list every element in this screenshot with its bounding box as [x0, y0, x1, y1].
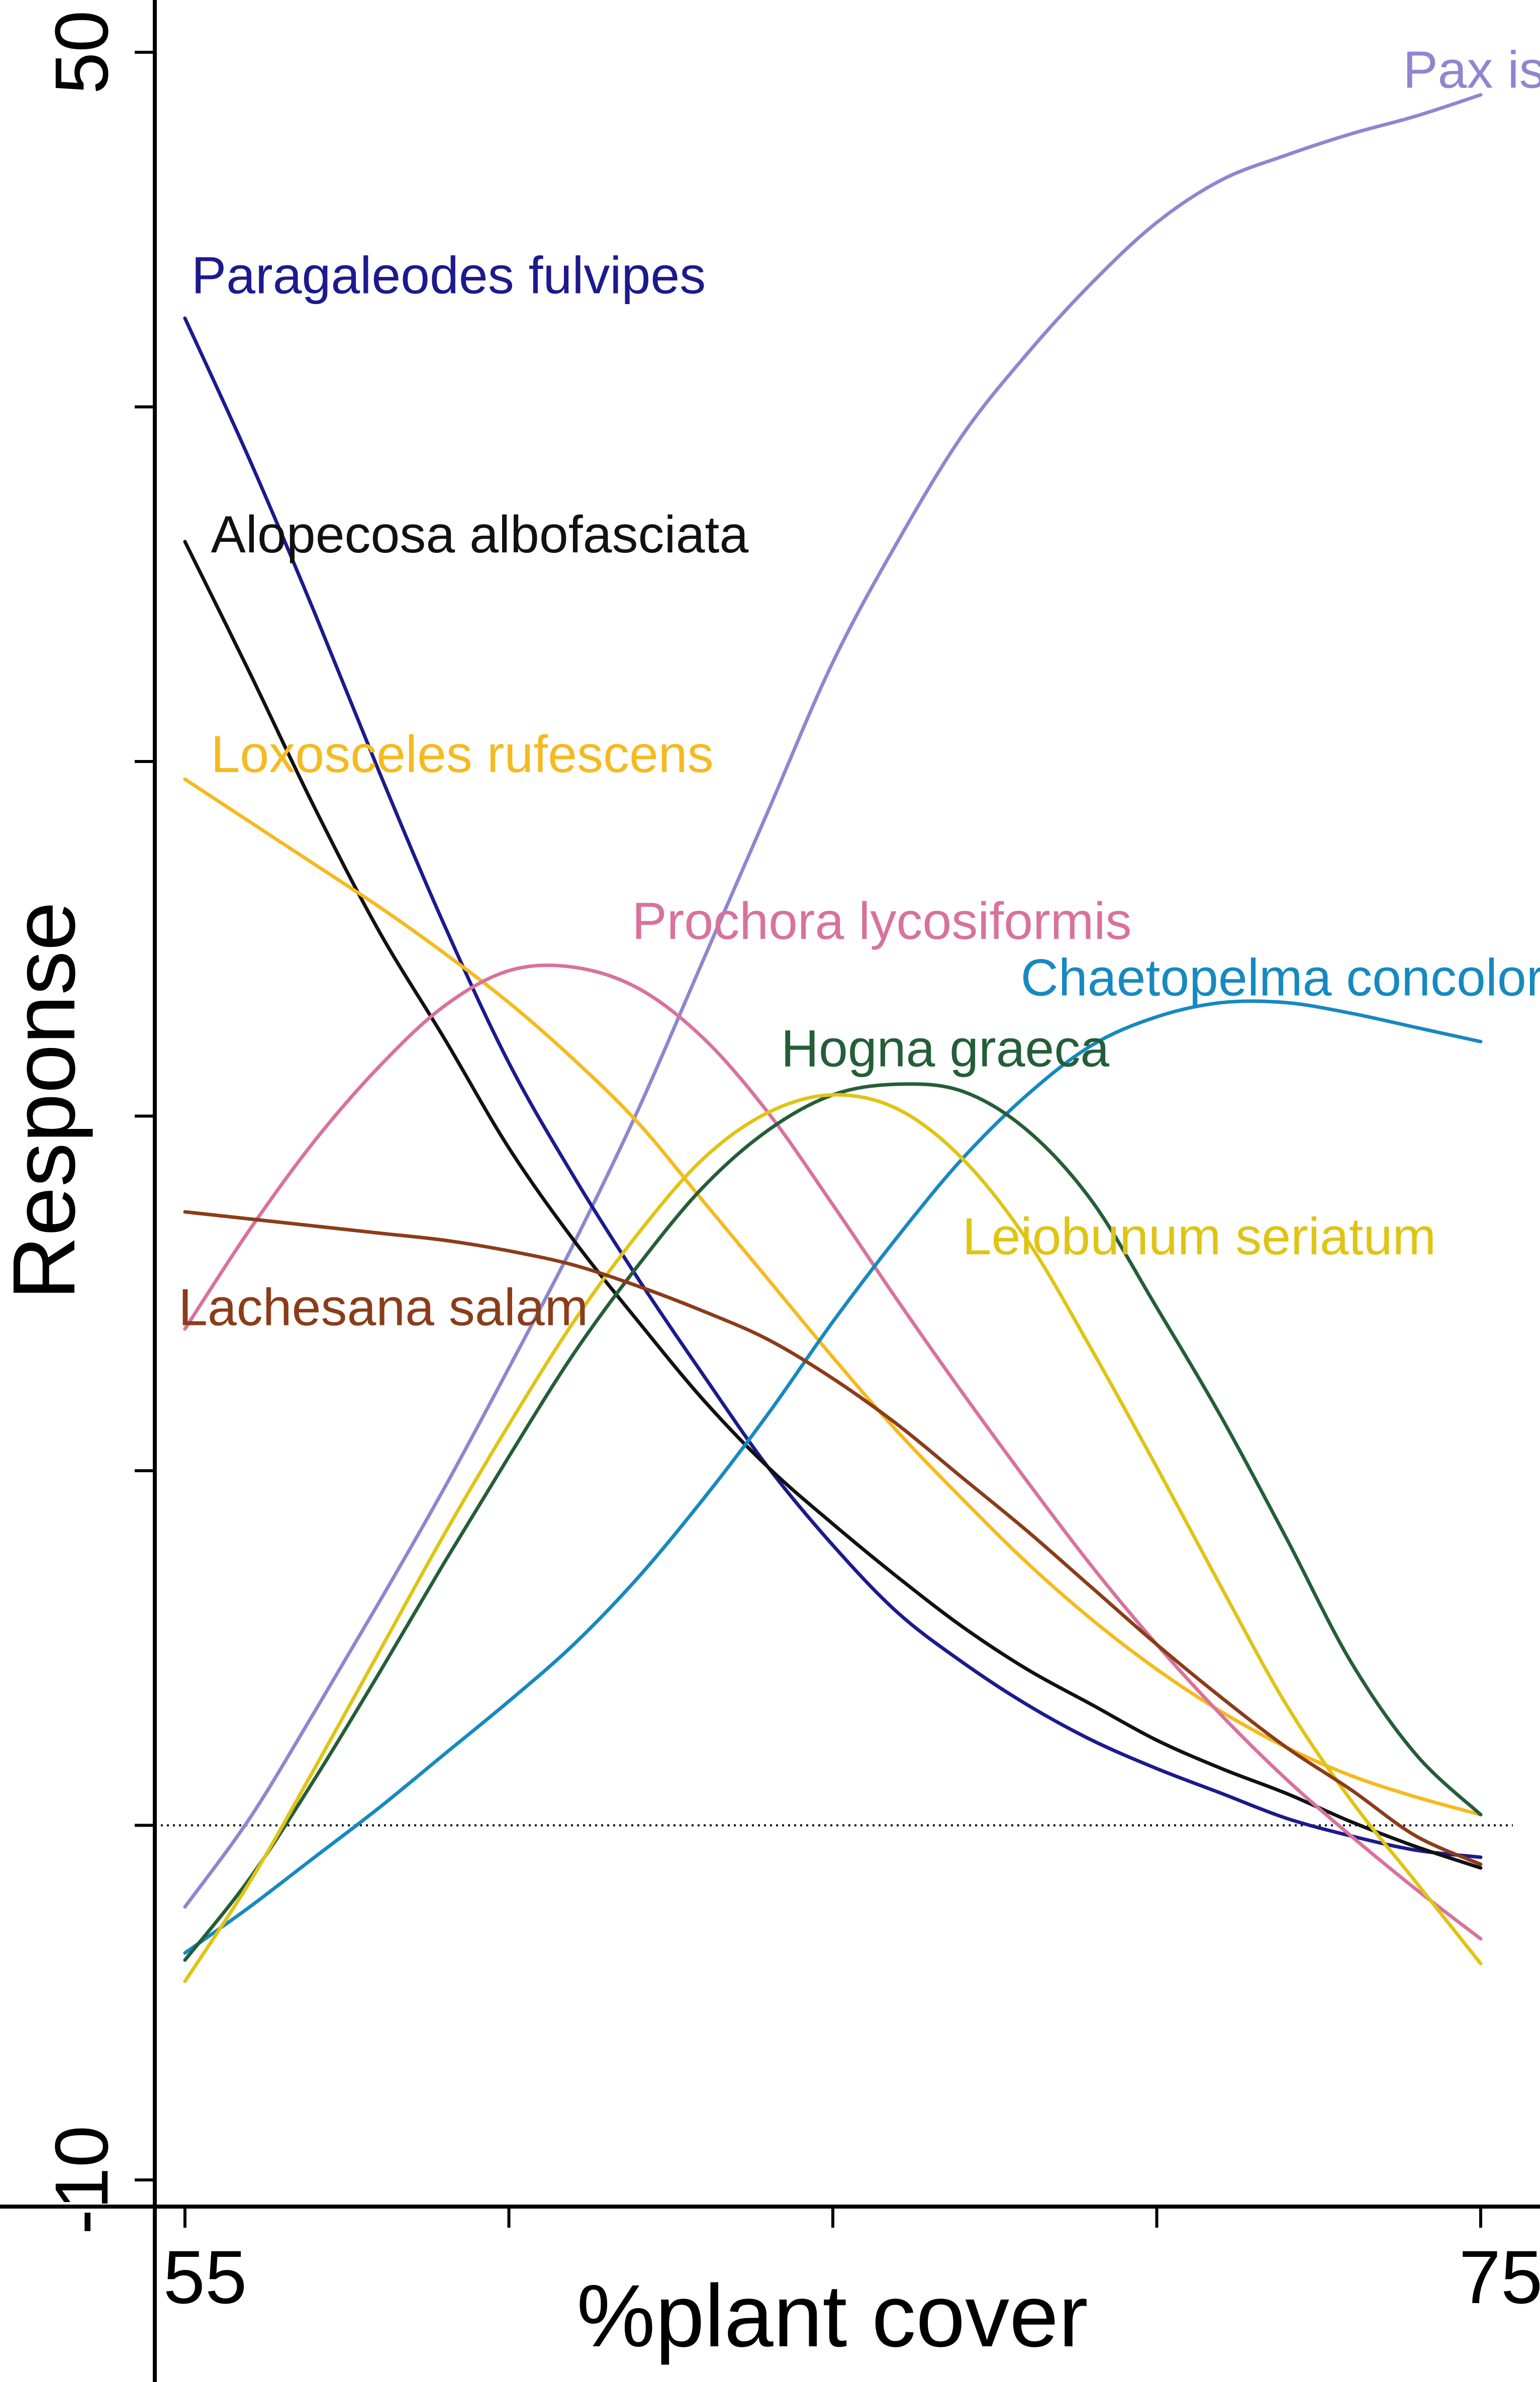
- series-line-hogna-graeca: [183, 1082, 1483, 1962]
- series-lines: [183, 93, 1483, 1983]
- series-line-leiobunum-seriatum: [183, 1093, 1483, 1983]
- x-axis-title: %plant cover: [576, 2267, 1088, 2365]
- x-axis-tick-labels: 55 75: [163, 2235, 1540, 2319]
- x-tick-label: 75: [1459, 2235, 1540, 2319]
- x-axis-ticks: [183, 2207, 1482, 2228]
- series-label-alopecosa-albofasciata: Alopecosa albofasciata: [211, 506, 749, 564]
- series-line-pax-islamita: [183, 93, 1483, 1909]
- y-tick-label: 50: [39, 11, 124, 94]
- series-label-paragaleodes-fulvipes: Paragaleodes fulvipes: [191, 247, 706, 305]
- series-line-alopecosa-albofasciata: [183, 540, 1483, 1870]
- y-tick-label: -10: [39, 2126, 124, 2235]
- x-tick-label: 55: [163, 2235, 247, 2319]
- y-axis-title: Response: [0, 902, 93, 1300]
- series-line-loxosceles-rufescens: [183, 777, 1483, 1817]
- series-line-prochora-lycosiformis: [183, 963, 1483, 1941]
- series-label-chaetopelma-concolor: Chaetopelma concolor: [1021, 949, 1540, 1007]
- series-line-lachesana-salam: [183, 1210, 1483, 1866]
- series-label-hogna-graeca: Hogna graeca: [781, 1020, 1110, 1078]
- series-label-loxosceles-rufescens: Loxosceles rufescens: [211, 725, 714, 784]
- y-axis-tick-labels: -10 50: [39, 11, 124, 2235]
- series-labels: Pax islamita Paragaleodes fulvipes Alopeco…: [178, 41, 1540, 1337]
- series-line-chaetopelma-concolor: [183, 999, 1483, 1955]
- y-axis-ticks: [135, 51, 155, 2181]
- series-label-pax-islamita: Pax islamita: [1403, 41, 1540, 100]
- series-label-leiobunum-seriatum: Leiobunum seriatum: [962, 1208, 1436, 1266]
- series-line-paragaleodes-fulvipes: [183, 316, 1483, 1859]
- series-label-lachesana-salam: Lachesana salam: [178, 1279, 588, 1337]
- series-label-prochora-lycosiformis: Prochora lycosiformis: [632, 892, 1131, 950]
